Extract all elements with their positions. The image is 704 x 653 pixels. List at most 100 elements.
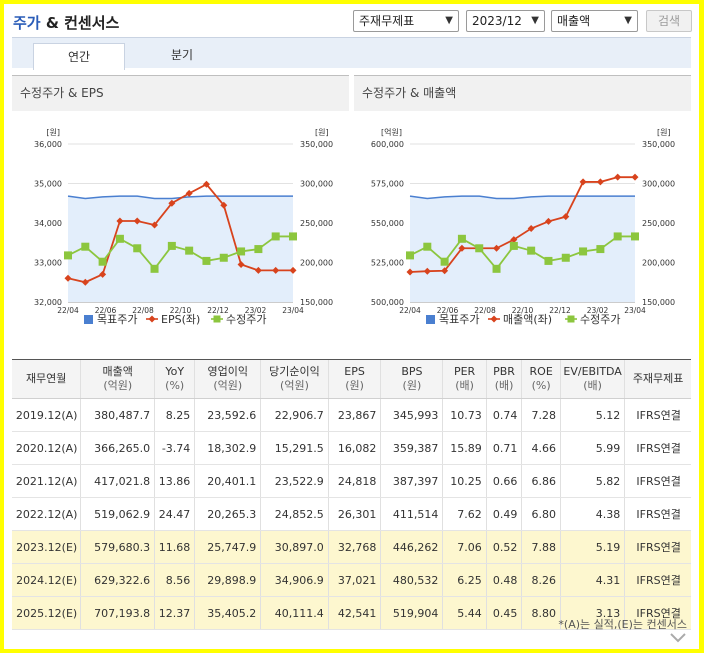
x-tick-label: 22/08 bbox=[132, 306, 154, 315]
series-point-left bbox=[81, 278, 89, 286]
column-header-label: PER bbox=[453, 365, 476, 378]
series-point-left bbox=[220, 201, 228, 209]
period-select[interactable]: 2023/12 ▼ bbox=[466, 10, 545, 32]
table-cell: 0.49 bbox=[486, 497, 523, 531]
series-point-adjusted-price bbox=[254, 245, 263, 254]
legend-label: 수정주가 bbox=[580, 313, 620, 326]
table-cell: 30,897.0 bbox=[260, 530, 329, 564]
tab-annual[interactable]: 연간 bbox=[33, 43, 125, 70]
x-tick-label: 22/10 bbox=[170, 306, 192, 315]
table-cell: 359,387 bbox=[380, 431, 444, 465]
y-right-tick-label: 200,000 bbox=[300, 259, 333, 268]
y-right-tick-label: 350,000 bbox=[642, 140, 675, 149]
y-right-tick-label: 250,000 bbox=[300, 219, 333, 228]
table-row: 2024.12(E) 629,322.6 8.56 29,898.9 34,906.9 3… bbox=[12, 563, 691, 597]
table-cell: 42,541 bbox=[328, 596, 382, 630]
legend-label: 목표주가 bbox=[439, 313, 479, 326]
series-point-adjusted-price bbox=[271, 232, 280, 241]
series-point-adjusted-price bbox=[509, 241, 518, 250]
table-header-row: 재무연월 매출액 (억원) YoY (%) 영업이익 (억원) 당기순이익 (억원) EPS (원)… bbox=[12, 360, 691, 399]
series-point-left bbox=[237, 260, 245, 268]
table-cell: 8.80 bbox=[521, 596, 562, 630]
series-point-adjusted-price bbox=[64, 251, 72, 260]
series-point-left bbox=[631, 173, 639, 181]
column-header: EPS (원) bbox=[328, 360, 382, 399]
table-cell: 2024.12(E) bbox=[12, 563, 82, 597]
series-line-target-price bbox=[409, 195, 635, 200]
x-tick-label: 22/12 bbox=[207, 306, 229, 315]
basis-select[interactable]: 주재무제표 ▼ bbox=[353, 10, 459, 32]
series-point-left bbox=[99, 270, 107, 278]
series-point-left bbox=[441, 267, 449, 275]
legend-swatch-left-marker bbox=[148, 315, 156, 323]
series-point-left bbox=[406, 268, 414, 276]
y-right-tick-label: 150,000 bbox=[642, 298, 675, 307]
table-cell: 5.82 bbox=[560, 464, 626, 498]
table-cell: IFRS연결 bbox=[624, 431, 691, 465]
series-point-adjusted-price bbox=[561, 253, 570, 262]
table-cell: 40,111.4 bbox=[260, 596, 329, 630]
series-point-left bbox=[458, 244, 466, 252]
table-cell: 519,062.9 bbox=[80, 497, 156, 531]
search-button[interactable]: 검색 bbox=[646, 10, 692, 32]
table-cell: 22,906.7 bbox=[260, 398, 329, 432]
series-point-adjusted-price bbox=[492, 264, 501, 273]
footnote: *(A)는 실적,(E)는 컨센서스 bbox=[558, 618, 687, 631]
series-point-left bbox=[272, 266, 280, 274]
x-tick-label: 23/04 bbox=[282, 306, 304, 315]
x-tick-label: 22/08 bbox=[474, 306, 496, 315]
table-cell: 5.99 bbox=[560, 431, 626, 465]
table-cell: 417,021.8 bbox=[80, 464, 156, 498]
column-header: 매출액 (억원) bbox=[80, 360, 156, 399]
table-cell: IFRS연결 bbox=[624, 563, 691, 597]
legend-label: 수정주가 bbox=[226, 313, 266, 326]
table-cell: 23,867 bbox=[328, 398, 382, 432]
table-cell: 4.31 bbox=[560, 563, 626, 597]
y-right-tick-label: 200,000 bbox=[642, 259, 675, 268]
table-cell: 23,522.9 bbox=[260, 464, 329, 498]
column-header-label: EV/EBITDA bbox=[563, 365, 622, 378]
series-point-adjusted-price bbox=[81, 242, 90, 251]
series-point-left bbox=[116, 217, 124, 225]
column-header-label: 재무연월 bbox=[25, 372, 67, 385]
series-point-left bbox=[168, 199, 176, 207]
table-cell: 5.19 bbox=[560, 530, 626, 564]
column-header: PER (배) bbox=[442, 360, 487, 399]
table-cell: 5.12 bbox=[560, 398, 626, 432]
y-left-tick-label: 36,000 bbox=[34, 140, 62, 149]
series-point-left bbox=[185, 189, 193, 197]
chart-price-eps: 수정주가 & EPS 36,000 35,000 34,000 33,000 32,00… bbox=[12, 75, 349, 337]
table-cell: 18,302.9 bbox=[194, 431, 262, 465]
y-right-tick-label: 250,000 bbox=[642, 219, 675, 228]
table-cell: 29,898.9 bbox=[194, 563, 262, 597]
y-left-tick-label: 525,000 bbox=[371, 259, 404, 268]
y-left-tick-label: 35,000 bbox=[34, 180, 62, 189]
legend-swatch-target-price bbox=[84, 315, 93, 324]
chart-title: 수정주가 & 매출액 bbox=[354, 75, 691, 111]
tab-quarterly[interactable]: 분기 bbox=[170, 48, 194, 62]
table-cell: 7.28 bbox=[521, 398, 562, 432]
series-point-left bbox=[151, 221, 159, 229]
x-tick-label: 22/04 bbox=[399, 306, 421, 315]
column-header: PBR (배) bbox=[486, 360, 523, 399]
table-cell: IFRS연결 bbox=[624, 398, 691, 432]
table-cell: 5.44 bbox=[442, 596, 487, 630]
period-tabs: 연간 분기 bbox=[12, 37, 691, 70]
chevron-down-icon: ▼ bbox=[531, 15, 539, 26]
table-cell: IFRS연결 bbox=[624, 596, 691, 630]
table-cell: 0.66 bbox=[486, 464, 523, 498]
table-cell: 387,397 bbox=[380, 464, 444, 498]
table-cell: 519,904 bbox=[380, 596, 444, 630]
column-header-label: 영업이익 bbox=[207, 365, 248, 378]
metric-select[interactable]: 매출액 ▼ bbox=[551, 10, 638, 32]
series-point-adjusted-price bbox=[527, 246, 536, 255]
series-point-left bbox=[423, 267, 431, 275]
table-row: 2025.12(E) 707,193.8 12.37 35,405.2 40,111.4… bbox=[12, 596, 691, 630]
y-left-tick-label: 34,000 bbox=[34, 219, 62, 228]
chevron-down-icon[interactable] bbox=[669, 632, 687, 644]
series-point-adjusted-price bbox=[544, 256, 553, 265]
table-cell: 2020.12(A) bbox=[12, 431, 82, 465]
column-header: 영업이익 (억원) bbox=[194, 360, 262, 399]
column-header-label: 매출액 bbox=[102, 365, 133, 378]
y-right-unit: [원] bbox=[315, 128, 329, 137]
